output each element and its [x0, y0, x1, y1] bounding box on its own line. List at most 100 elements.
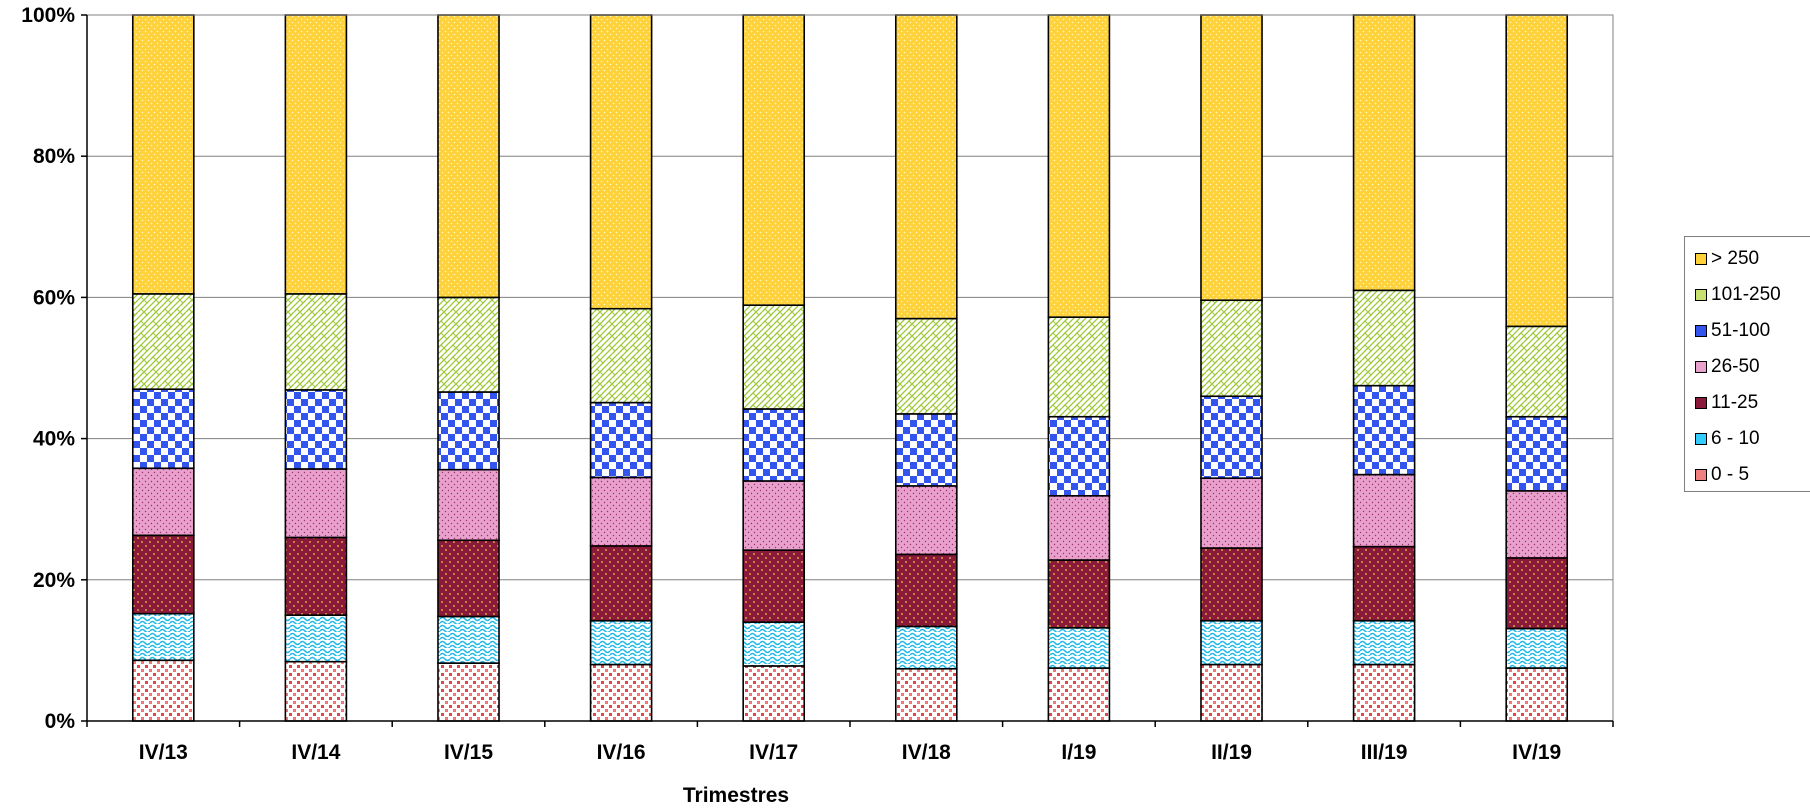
bar-segment [742, 665, 806, 722]
legend-item: 51-100 [1695, 319, 1770, 343]
y-tick-labels: 0% 20% 40% 60% 80% 100% [21, 4, 75, 733]
bar-segment [1047, 627, 1111, 669]
bar-segment [589, 476, 653, 547]
x-tick-label: I/19 [1061, 741, 1096, 764]
bar-segment [1505, 14, 1569, 328]
x-tick-label: IV/14 [291, 741, 340, 764]
bar-segment [1047, 14, 1111, 318]
bar-segment [1352, 14, 1416, 292]
bar-segment [131, 14, 195, 295]
bar-segment [284, 389, 348, 470]
bar-segment [131, 659, 195, 722]
x-tick-labels: IV/13 IV/14 IV/15 IV/16 IV/17 IV/18 I/19 II/19 I… [139, 741, 1561, 764]
bar-segment [589, 307, 653, 404]
legend-swatch [1695, 361, 1707, 373]
bar-segment [1505, 667, 1569, 722]
bar-segment [894, 553, 958, 628]
bar-segment [589, 14, 653, 310]
bar-segment [1352, 545, 1416, 622]
bar-segment [1505, 557, 1569, 630]
bar-segment [284, 293, 348, 391]
bar-segment [894, 413, 958, 487]
bar-segment [1505, 627, 1569, 669]
bar-segment [589, 545, 653, 622]
legend-item: 26-50 [1695, 355, 1760, 379]
bar-segment [131, 534, 195, 615]
bar-segment [1505, 325, 1569, 418]
bar-segment [284, 14, 348, 295]
bar-segment [1047, 494, 1111, 561]
legend-item: 11-25 [1695, 391, 1758, 415]
y-tick-label: 60% [33, 286, 75, 309]
bar-segment [589, 619, 653, 666]
legend-label: 26-50 [1711, 356, 1760, 377]
legend-swatch [1695, 253, 1707, 265]
bar-segment [284, 660, 348, 722]
bar-segment [1505, 415, 1569, 492]
legend-label: 6 - 10 [1711, 428, 1760, 449]
y-tick-label: 0% [45, 710, 76, 733]
bar-segment [1200, 299, 1263, 398]
bar-segment [131, 467, 195, 537]
bar-segment [894, 625, 958, 670]
bar-segment [742, 621, 806, 667]
bar-segment [1200, 663, 1263, 722]
x-tick-label: IV/18 [902, 741, 951, 764]
bar-segment [1200, 547, 1263, 622]
bar-segment [437, 615, 500, 664]
legend-swatch [1695, 433, 1707, 445]
legend-item: 0 - 5 [1695, 463, 1749, 487]
bar-segment [1047, 316, 1111, 418]
legend-item: 6 - 10 [1695, 427, 1760, 451]
bar-segment [742, 14, 806, 306]
x-tick-label: III/19 [1361, 741, 1408, 764]
bar-segment [742, 480, 806, 551]
bar-segment [1352, 384, 1416, 476]
legend-label: 11-25 [1711, 392, 1759, 413]
bar-segment [437, 468, 500, 542]
bar-segment [894, 14, 958, 320]
legend-swatch [1695, 289, 1707, 301]
bars-group [131, 14, 1569, 722]
bar-segment [284, 468, 348, 539]
bar-segment [437, 662, 500, 722]
y-tick-label: 80% [33, 145, 75, 168]
bar-segment [894, 317, 958, 415]
bar-segment [894, 485, 958, 556]
bar-segment [284, 536, 348, 616]
bar-segment [437, 296, 500, 393]
legend: > 250 101-250 51-100 26-50 11-25 6 - 10 0 - 5 [1684, 236, 1810, 492]
legend-item: > 250 [1695, 247, 1759, 271]
legend-label: 0 - 5 [1711, 464, 1750, 485]
bar-segment [1200, 14, 1263, 302]
y-tick-label: 100% [21, 4, 75, 27]
bar-segment [437, 539, 500, 618]
bar-segment [131, 293, 195, 390]
bar-segment [1047, 415, 1111, 497]
y-tick-label: 40% [33, 428, 75, 451]
legend-item: 101-250 [1695, 283, 1781, 307]
bar-segment [1200, 619, 1263, 666]
bar-segment [589, 401, 653, 479]
bar-segment [1200, 477, 1263, 549]
bar-segment [589, 663, 653, 722]
bar-segment [284, 614, 348, 663]
bar-segment [1352, 619, 1416, 666]
legend-swatch [1695, 469, 1707, 481]
bar-segment [742, 408, 806, 482]
bar-segment [1352, 473, 1416, 548]
bar-segment [894, 667, 958, 722]
x-axis-title: Trimestres [683, 784, 789, 807]
legend-swatch [1695, 325, 1707, 337]
bar-segment [437, 391, 500, 471]
x-tick-label: IV/16 [597, 741, 646, 764]
x-tick-label: IV/17 [749, 741, 798, 764]
bar-segment [1352, 663, 1416, 722]
bar-segment [1505, 490, 1569, 559]
legend-label: > 250 [1711, 248, 1760, 269]
x-tick-label: IV/19 [1512, 741, 1561, 764]
x-tick-label: IV/13 [139, 741, 188, 764]
bar-segment [1047, 559, 1111, 629]
bar-segment [1352, 289, 1416, 387]
